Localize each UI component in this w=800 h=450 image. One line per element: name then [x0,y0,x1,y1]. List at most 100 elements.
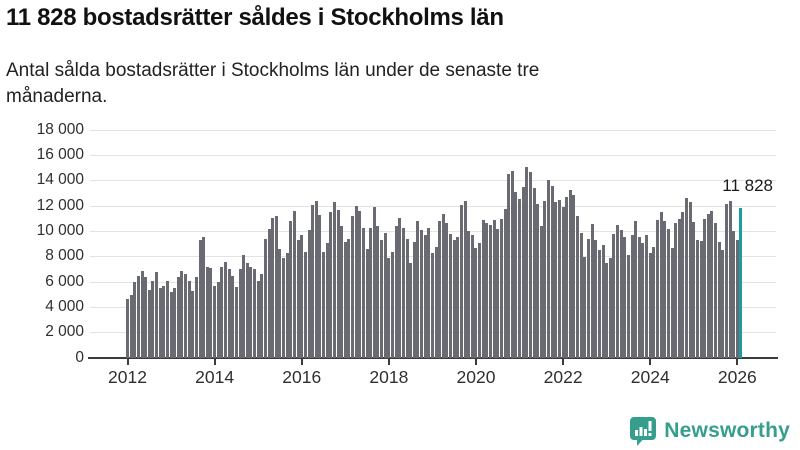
bar [630,235,634,358]
x-tick-label: 2022 [543,367,583,387]
bar [409,263,413,358]
bar [173,288,177,358]
bar [263,239,267,358]
y-tick-label: 8 000 [45,247,84,265]
newsworthy-wordmark: Newsworthy [664,419,790,442]
y-tick-label: 14 000 [36,171,84,189]
bar [158,288,162,358]
bar [369,227,373,358]
bar [202,236,206,358]
bar [296,240,300,358]
bar [619,230,623,358]
bar [626,255,630,358]
bar [224,261,227,358]
bar [249,266,253,358]
highlighted-bar [739,208,743,358]
bar [209,268,213,358]
chart-subtitle-line2: månaderna. [6,86,108,107]
bar [231,275,235,358]
bar [176,277,180,358]
bar [401,227,405,358]
bar [525,166,529,358]
bar [721,250,725,358]
bar [282,258,286,358]
bar [489,225,492,358]
bar [278,249,282,358]
bar [710,211,714,358]
bar [452,240,456,358]
bar [427,227,431,358]
bar [492,220,496,358]
gridline [90,180,776,182]
bar [674,222,678,358]
chart-subtitle-line1: Antal sålda bostadsrätter i Stockholms l… [6,60,540,81]
bar [655,220,659,358]
bar [405,239,409,358]
bar [670,247,674,358]
bar [303,251,307,358]
bar [285,252,289,358]
bar [169,292,173,358]
x-tick-label: 2024 [630,367,670,387]
bar [470,235,474,358]
bar [688,201,692,358]
gridline [90,205,776,207]
y-tick-label: 4 000 [45,297,84,315]
bar [539,226,543,358]
gridline [90,230,776,232]
bar [623,236,627,358]
bar [601,245,605,358]
bar [165,280,169,358]
bar [126,298,129,358]
bar [576,216,580,358]
bar [180,270,184,358]
x-tick [300,358,303,365]
bar [242,255,246,358]
bar [699,240,703,358]
bar [340,226,344,358]
value-annotation: 11 828 [722,176,773,195]
x-tick-label: 2014 [195,367,235,387]
bar [238,269,242,358]
bar [133,282,137,358]
bar [594,240,598,358]
bar [605,263,609,358]
bar [449,233,453,358]
bar [220,266,224,358]
bar [129,294,133,358]
bar [136,275,140,358]
x-tick [213,358,216,365]
bar [311,204,315,358]
bar [351,216,355,358]
bar [536,203,540,358]
bar [198,240,202,358]
bar [692,221,696,358]
y-tick-label: 10 000 [36,221,84,239]
x-tick-label: 2018 [369,367,409,387]
chart-subtitle: Antal sålda bostadsrätter i Stockholms l… [6,58,746,110]
bar [456,236,460,358]
bar [347,239,351,358]
bar [420,230,424,358]
x-tick [736,358,739,365]
bar [732,231,736,358]
bar [253,269,257,358]
bar [332,202,336,358]
bar [714,222,718,358]
bar [398,217,402,358]
bar [147,289,151,358]
bar [561,207,565,358]
bar [663,221,667,358]
bar [162,285,166,358]
y-tick-label: 18 000 [36,120,84,138]
bar [503,208,507,358]
bar [234,287,238,358]
bar [550,185,554,358]
bar [514,192,518,358]
bar [354,206,358,358]
bar [590,223,594,358]
newsworthy-logo[interactable]: Newsworthy [629,415,790,447]
bar [318,214,322,358]
